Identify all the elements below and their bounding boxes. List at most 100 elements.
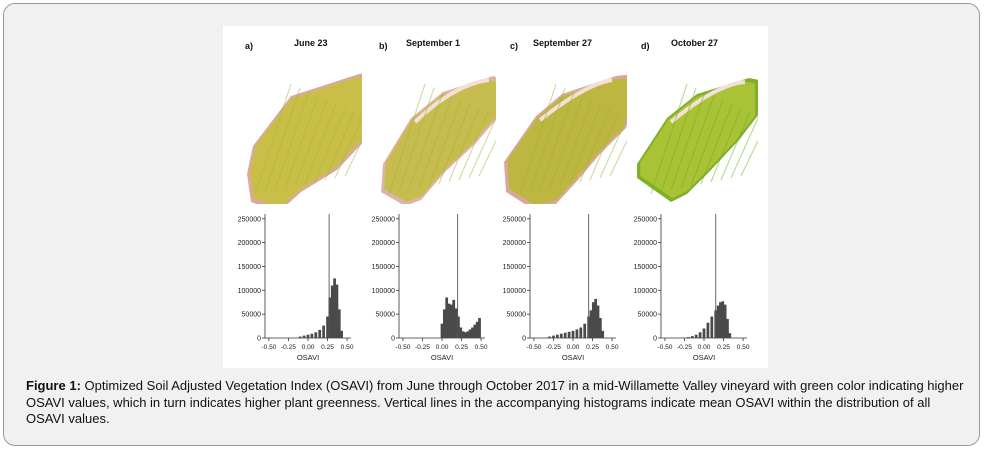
histogram-bar [457,316,460,338]
vine-row [599,116,627,179]
y-tick-label: 200000 [372,240,395,247]
histogram-bar [326,316,329,338]
y-tick-label: 150000 [372,264,395,271]
field-edge-strip [669,80,746,124]
histogram-bar [694,334,698,338]
histogram-bar [475,321,479,338]
x-tick-label: 0.50 [475,344,488,351]
y-tick-label: 150000 [503,264,526,271]
vine-row [609,139,627,177]
x-axis-label: OSAVI [431,353,453,362]
y-tick-label: 250000 [634,216,657,223]
panel-date: October 27 [671,38,719,48]
x-tick-label: 0.00 [698,344,711,351]
y-tick-label: 150000 [634,264,657,271]
panel-b: b) September 1 250000 200000 150000 100000 5… [365,26,496,368]
panel-date: June 23 [294,38,328,48]
histogram-bar [340,330,343,338]
histogram-bar [567,331,571,338]
vine-row [589,111,620,181]
vine-row [710,107,742,183]
vine-row [458,111,489,181]
vine-row [334,116,362,179]
vine-row [448,107,480,183]
histogram-bar [306,334,310,338]
vine-row [569,103,602,185]
vine-row [519,83,557,195]
y-tick-label: 50000 [507,312,527,319]
y-tick-label: 150000 [238,264,261,271]
vine-row [680,95,715,189]
histogram-bar [478,317,481,338]
histogram-bar [310,333,314,338]
y-tick-label: 50000 [242,312,262,319]
vine-row [314,107,346,183]
vineyard-map [247,73,362,204]
histogram: 250000 200000 150000 100000 50000 0-0.50 -0.25… [372,214,488,362]
x-tick-label: 0.25 [717,344,730,351]
x-tick-label: -0.50 [526,344,541,351]
histogram-bar [318,329,322,338]
field-area [640,81,755,199]
caption-text: Optimized Soil Adjusted Vegetation Index… [26,378,964,426]
histogram-bar [298,336,302,338]
histogram-bar [555,334,559,338]
y-tick-label: 200000 [238,240,261,247]
vine-row [468,116,496,179]
histogram-bar [721,301,725,338]
vine-row [264,87,301,193]
histogram-bar [598,317,602,338]
vine-row [408,91,444,191]
vine-row [324,111,355,181]
x-tick-label: 0.25 [455,344,468,351]
histogram-bar [314,332,318,338]
caption-label: Figure 1: [26,378,81,393]
y-tick-label: 50000 [376,312,396,319]
x-tick-label: -0.50 [261,344,276,351]
x-tick-label: 0.50 [341,344,354,351]
histogram-bar [716,305,720,338]
field-edge-strip [413,78,490,124]
vine-row [438,103,471,185]
histogram-bar [333,278,336,338]
panel-date: September 1 [406,38,461,48]
histogram-bar [559,333,563,338]
vineyard-map [504,74,627,204]
panel-c: c) September 27 250000 200000 150000 100000… [496,26,627,368]
y-tick-label: 200000 [634,240,657,247]
histogram-bar [337,309,341,338]
y-tick-label: 250000 [238,216,261,223]
vine-row [254,83,292,195]
x-tick-label: 0.50 [606,344,619,351]
histogram-bar [447,303,451,338]
histogram-bar [302,335,306,338]
histogram-bar [690,336,694,338]
histogram-bar [442,309,446,338]
y-tick-label: 100000 [503,288,526,295]
vine-row [690,99,724,187]
histogram-bar [596,305,600,338]
x-tick-label: 0.00 [436,344,449,351]
histogram-bar [702,328,706,338]
vine-row [579,107,611,183]
histogram-bar [723,304,727,338]
vine-row [539,91,575,191]
vineyard-map [637,78,758,202]
histogram-bar [719,302,722,338]
histogram: 250000 200000 150000 100000 50000 0-0.50 -0.25… [238,214,354,362]
panel-date: September 27 [533,38,593,48]
histogram-bar [591,302,595,338]
y-tick-label: 100000 [238,288,261,295]
panel-label: a) [245,41,254,51]
x-tick-label: -0.50 [395,344,410,351]
histogram-bar [579,327,583,338]
y-tick-label: 50000 [638,312,658,319]
histogram-bar [706,322,710,338]
histogram: 250000 200000 150000 100000 50000 0-0.50 -0.25… [503,214,619,362]
x-tick-label: 0.00 [567,344,580,351]
vine-row [418,95,453,189]
vine-row [740,139,758,177]
histogram-bar [548,336,551,338]
x-tick-label: -0.25 [546,344,561,351]
y-tick-label: 0 [257,336,261,343]
